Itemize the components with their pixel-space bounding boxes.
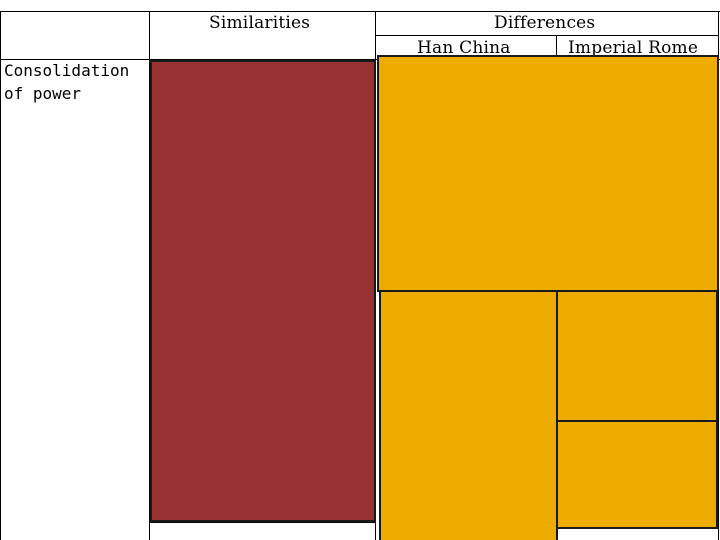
row-label-consolidation: Consolidation of power (4, 59, 129, 105)
differences-subheader-line (375, 35, 719, 36)
han-china-header: Han China (417, 38, 511, 58)
differences-top-block (377, 55, 719, 292)
differences-header: Differences (494, 13, 596, 33)
subheader-divider (556, 35, 557, 59)
row-label-line-1: Consolidation (4, 61, 130, 80)
table-top-border (0, 11, 720, 12)
imperial-rome-block-bottom (556, 420, 718, 529)
imperial-rome-block-top (556, 290, 718, 422)
similarities-bottom-line (149, 522, 376, 523)
table-left-border (0, 11, 1, 540)
row-label-line-2: of power (4, 84, 82, 103)
han-china-block (379, 290, 558, 540)
column-divider-1 (149, 11, 150, 540)
similarities-header: Similarities (209, 13, 311, 33)
imperial-rome-header: Imperial Rome (568, 38, 699, 58)
similarities-block (150, 60, 376, 522)
header-bottom-border (0, 59, 720, 60)
